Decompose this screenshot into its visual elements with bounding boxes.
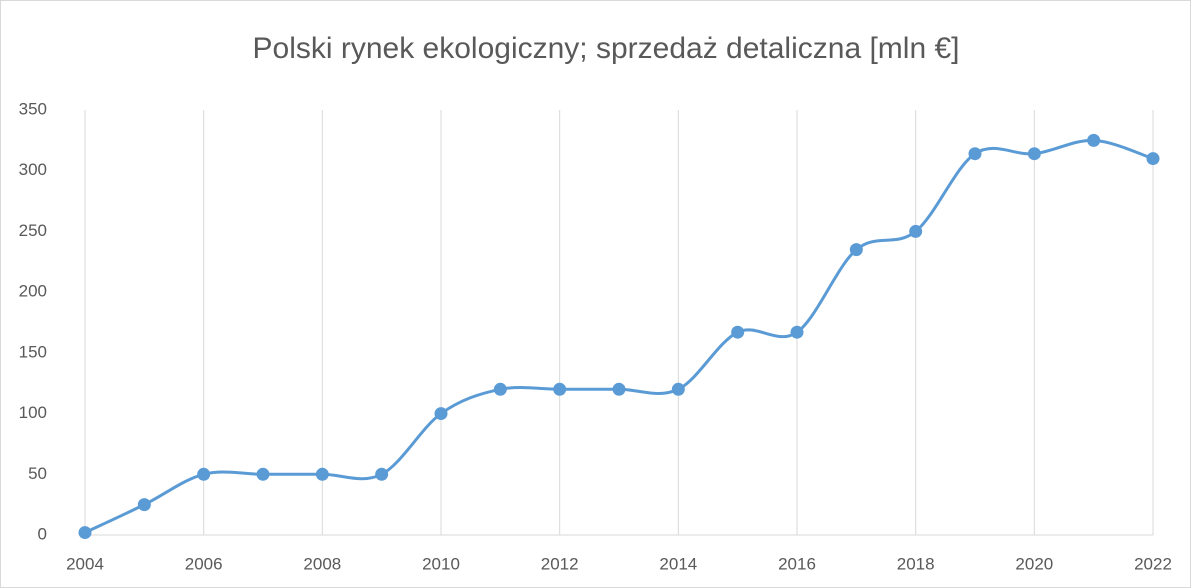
data-point <box>137 498 151 512</box>
data-point <box>493 382 507 396</box>
data-point <box>909 224 923 238</box>
x-tick-label: 2014 <box>659 554 697 573</box>
data-point <box>375 467 389 481</box>
data-point <box>256 467 270 481</box>
data-point <box>1146 152 1160 166</box>
x-tick-label: 2004 <box>66 554 104 573</box>
data-point <box>731 325 745 339</box>
data-point <box>671 382 685 396</box>
x-tick-label: 2012 <box>541 554 579 573</box>
data-point <box>434 407 448 421</box>
data-point <box>968 147 982 161</box>
x-tick-label: 2008 <box>303 554 341 573</box>
data-point <box>790 325 804 339</box>
y-tick-label: 50 <box>28 464 47 483</box>
y-tick-label: 0 <box>38 524 47 543</box>
x-tick-label: 2006 <box>185 554 223 573</box>
x-tick-label: 2022 <box>1134 554 1172 573</box>
x-tick-label: 2018 <box>897 554 935 573</box>
data-point <box>1027 147 1041 161</box>
y-tick-label: 200 <box>19 282 47 301</box>
y-tick-label: 250 <box>19 221 47 240</box>
y-tick-label: 350 <box>19 99 47 118</box>
data-point <box>553 382 567 396</box>
data-point <box>197 467 211 481</box>
x-tick-label: 2016 <box>778 554 816 573</box>
y-tick-label: 300 <box>19 160 47 179</box>
x-tick-label: 2010 <box>422 554 460 573</box>
data-point <box>315 467 329 481</box>
data-point <box>78 526 92 540</box>
chart-title: Polski rynek ekologiczny; sprzedaż detal… <box>253 32 960 65</box>
y-tick-label: 150 <box>19 342 47 361</box>
x-tick-label: 2020 <box>1015 554 1053 573</box>
y-tick-label: 100 <box>19 403 47 422</box>
data-point <box>1087 133 1101 147</box>
data-point <box>612 382 626 396</box>
data-point <box>849 243 863 257</box>
